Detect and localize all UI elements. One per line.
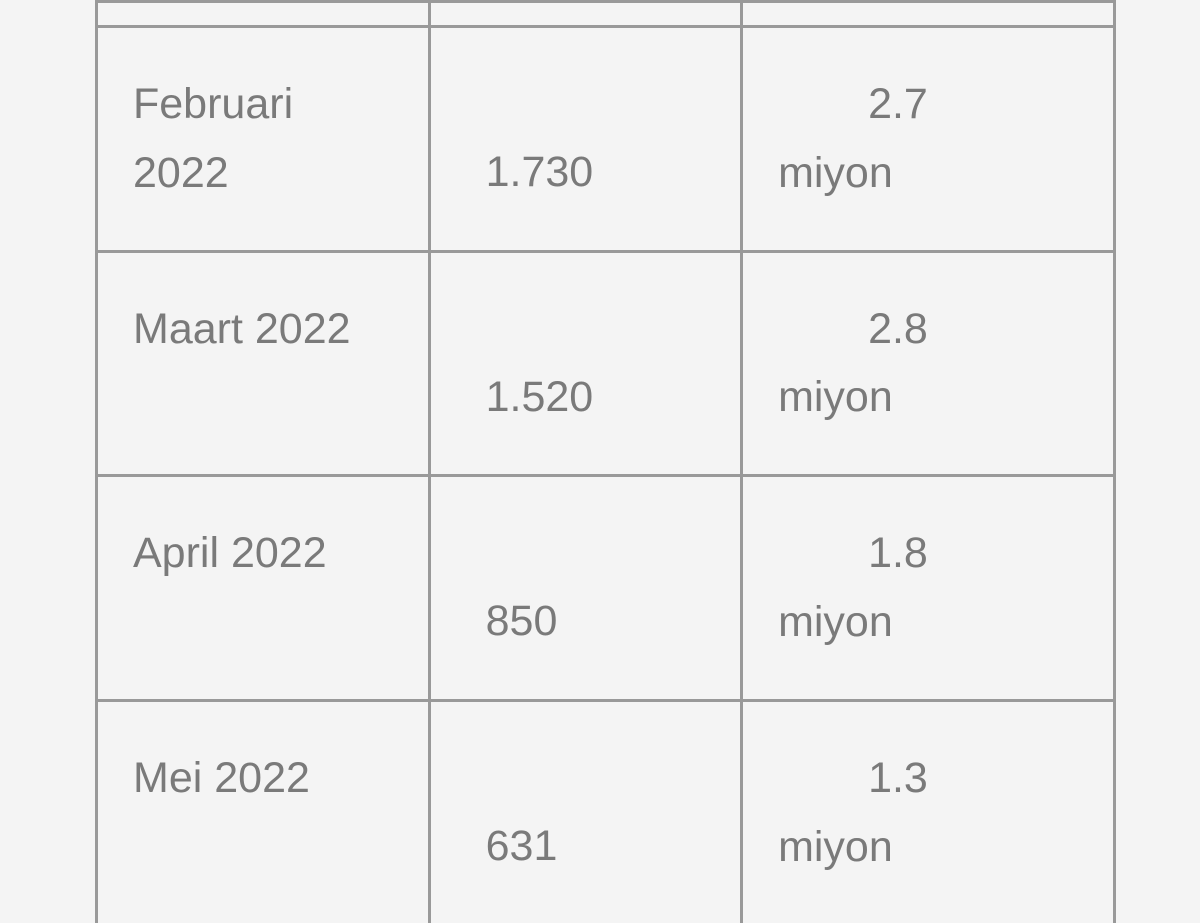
amount-number: 2.7 [778, 70, 1078, 139]
amount-unit: miyon [778, 363, 1078, 432]
cell-period: Maart 2022 [97, 251, 430, 476]
period-label: April 2022 [133, 529, 327, 577]
value-text: 850 [466, 519, 705, 656]
period-label: Maart 2022 [133, 305, 351, 353]
cell-period: Februari 2022 [97, 27, 430, 252]
value-text: 1.520 [466, 295, 705, 432]
cell-empty [742, 2, 1115, 27]
cell-period: April 2022 [97, 476, 430, 701]
data-table-container: Februari 2022 1.730 2.7 miyon Maart 2022… [0, 0, 1200, 923]
amount-number: 1.3 [778, 744, 1078, 813]
cell-empty [97, 2, 430, 27]
table-row: Februari 2022 1.730 2.7 miyon [97, 27, 1115, 252]
cell-value: 1.730 [429, 27, 741, 252]
cell-amount: 2.7 miyon [742, 27, 1115, 252]
cell-amount: 1.8 miyon [742, 476, 1115, 701]
cell-value: 850 [429, 476, 741, 701]
cell-value: 631 [429, 700, 741, 923]
value-text: 631 [466, 744, 705, 881]
amount-number: 2.8 [778, 295, 1078, 364]
table-row: April 2022 850 1.8 miyon [97, 476, 1115, 701]
table-row: Mei 2022 631 1.3 miyon [97, 700, 1115, 923]
period-label: Februari 2022 [133, 80, 293, 197]
cell-period: Mei 2022 [97, 700, 430, 923]
cell-empty [429, 2, 741, 27]
amount-unit: miyon [778, 813, 1078, 882]
amount-unit: miyon [778, 588, 1078, 657]
data-table: Februari 2022 1.730 2.7 miyon Maart 2022… [95, 0, 1116, 923]
amount-number: 1.8 [778, 519, 1078, 588]
table-row-partial-top [97, 2, 1115, 27]
cell-amount: 1.3 miyon [742, 700, 1115, 923]
amount-unit: miyon [778, 139, 1078, 208]
cell-amount: 2.8 miyon [742, 251, 1115, 476]
period-label: Mei 2022 [133, 754, 310, 802]
value-text: 1.730 [466, 70, 705, 207]
table-row: Maart 2022 1.520 2.8 miyon [97, 251, 1115, 476]
cell-value: 1.520 [429, 251, 741, 476]
